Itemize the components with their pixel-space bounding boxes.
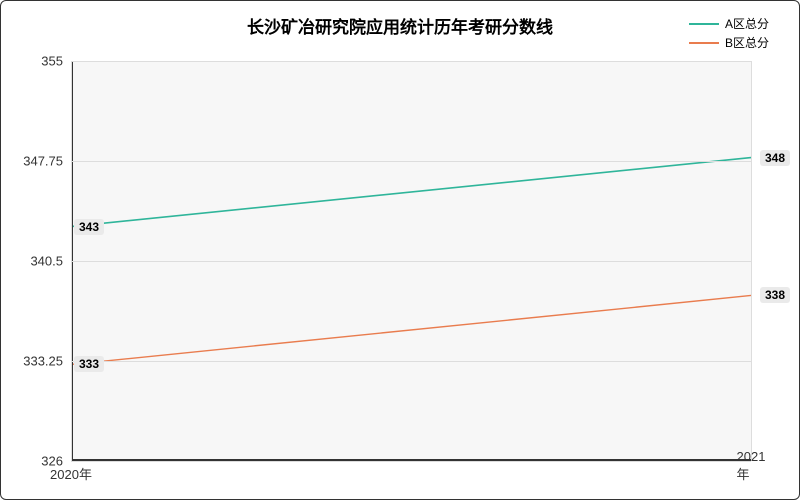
x-tick-label: 2021年: [737, 449, 766, 483]
data-label: 348: [760, 150, 790, 166]
series-line: [71, 158, 751, 227]
y-tick-label: 347.75: [13, 154, 63, 169]
y-tick-label: 355: [13, 54, 63, 69]
y-tick-label: 340.5: [13, 254, 63, 269]
legend-item-b: B区总分: [689, 34, 769, 51]
y-tick-label: 333.25: [13, 354, 63, 369]
gridline-h: [71, 161, 751, 162]
plot-area: 326333.25340.5347.753552020年2021年3433483…: [71, 61, 751, 461]
gridline-v: [751, 61, 752, 461]
series-line: [71, 295, 751, 364]
x-tick-label: 2020年: [50, 464, 92, 483]
legend-swatch-a: [689, 23, 719, 25]
data-label: 333: [74, 356, 104, 372]
gridline-h: [71, 461, 751, 462]
chart-title: 长沙矿冶研究院应用统计历年考研分数线: [247, 13, 553, 38]
legend-item-a: A区总分: [689, 15, 769, 32]
chart-container: 长沙矿冶研究院应用统计历年考研分数线 A区总分 B区总分 326333.2534…: [0, 0, 800, 500]
gridline-h: [71, 61, 751, 62]
gridline-v: [71, 61, 72, 461]
legend-label-a: A区总分: [725, 15, 769, 32]
gridline-h: [71, 261, 751, 262]
data-label: 338: [760, 287, 790, 303]
legend: A区总分 B区总分: [689, 15, 769, 53]
gridline-h: [71, 361, 751, 362]
legend-label-b: B区总分: [725, 34, 769, 51]
data-label: 343: [74, 219, 104, 235]
legend-swatch-b: [689, 42, 719, 44]
